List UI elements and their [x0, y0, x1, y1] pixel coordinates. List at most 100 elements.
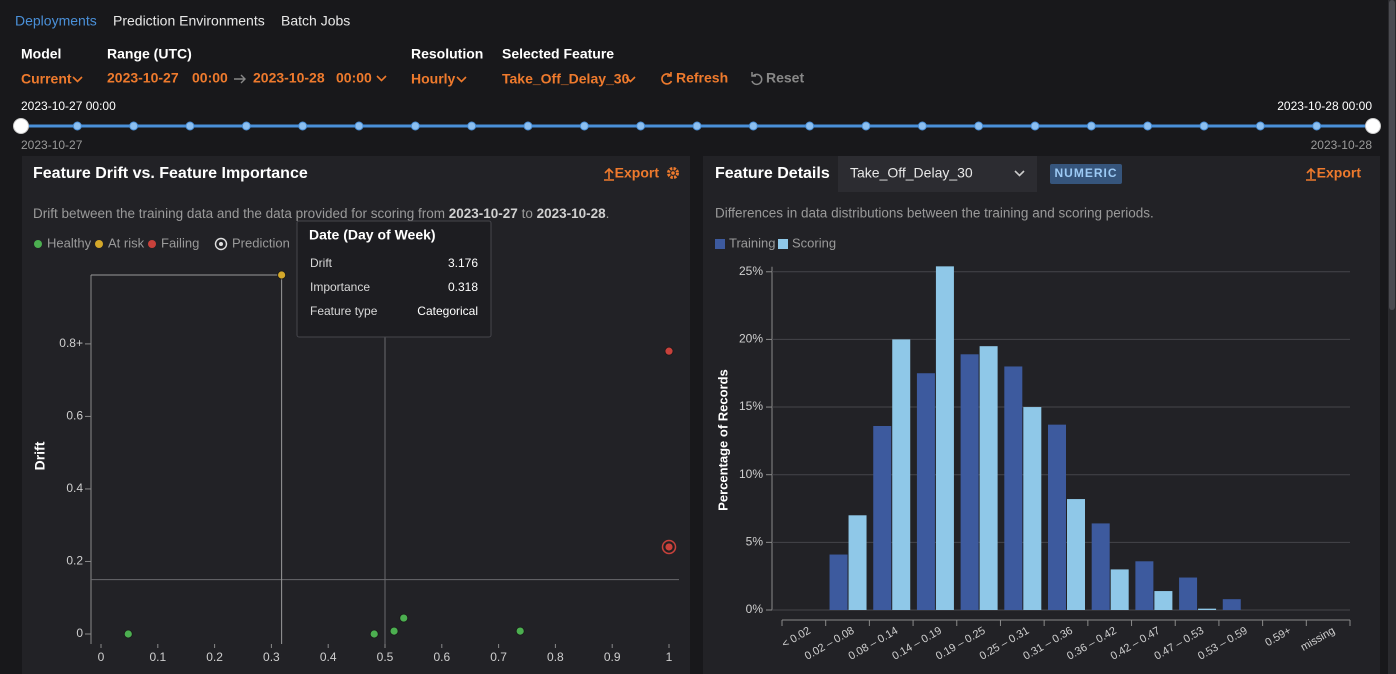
legend-swatch: [715, 239, 725, 249]
bar: [1198, 608, 1217, 610]
legend-marker-core: [219, 242, 223, 246]
timeline-slider[interactable]: [13, 118, 1381, 134]
tooltip-label: Importance: [310, 280, 370, 294]
chevron: [1014, 170, 1025, 177]
bar: [1067, 499, 1085, 610]
tab[interactable]: Batch Jobs: [281, 13, 350, 29]
range-end-date[interactable]: 2023-10-28: [253, 70, 325, 86]
slider-step: [467, 121, 477, 131]
legend-label: Training: [729, 235, 775, 250]
export-button[interactable]: Export: [615, 165, 660, 181]
tab[interactable]: Deployments: [15, 13, 97, 29]
badge-text: NUMERIC: [1055, 166, 1118, 180]
reset-button[interactable]: Reset: [766, 70, 804, 86]
point: [369, 629, 379, 639]
range-start-date[interactable]: 2023-10-27: [107, 70, 179, 86]
prediction-ring: [661, 539, 677, 555]
refresh-button[interactable]: Refresh: [676, 70, 728, 86]
bar: [1222, 599, 1241, 610]
point: [664, 346, 674, 356]
x-tick-label: 0.4: [320, 650, 337, 664]
y-axis-label: Drift: [32, 441, 48, 470]
bar: [1091, 523, 1110, 610]
bar: [829, 554, 848, 610]
timeline-start-date: 2023-10-27: [21, 138, 83, 152]
scrollbar[interactable]: [1388, 0, 1396, 674]
tab[interactable]: Prediction Environments: [113, 13, 265, 29]
tooltip-value: 3.176: [448, 256, 478, 270]
resolution-select[interactable]: Hourly: [411, 71, 456, 87]
y-tick-label: 10%: [739, 467, 763, 481]
slider-step: [354, 121, 364, 131]
panel-title: Feature Details: [715, 165, 830, 182]
y-tick-label: 25%: [739, 264, 763, 278]
slider-step: [410, 121, 420, 131]
x-tick-label: 0.6: [433, 650, 450, 664]
bar: [979, 346, 998, 610]
tooltip-label: Feature type: [310, 304, 378, 318]
slider-step: [72, 121, 82, 131]
x-tick-label: 0: [98, 650, 105, 664]
slider-step: [241, 121, 251, 131]
slider-step: [523, 121, 533, 131]
text: .: [606, 206, 610, 221]
export-button[interactable]: Export: [1317, 165, 1362, 181]
bar: [1048, 424, 1066, 610]
y-tick-label: 20%: [739, 332, 763, 346]
text: to: [518, 206, 537, 221]
point: [123, 629, 133, 639]
slider-step: [1199, 121, 1209, 131]
bar: [1135, 561, 1154, 610]
x-tick-label: 0.2: [206, 650, 223, 664]
legend-label: Scoring: [792, 235, 836, 250]
export-icon: [604, 167, 614, 181]
gear: [667, 167, 679, 179]
feature-dropdown[interactable]: [838, 156, 1037, 192]
chevron: [376, 75, 387, 82]
scatter-plot: 0 0.2 0.4 0.6 0.8+ 0 0.1 0.2 0.3 0.4 0.5 0.6 0.7 0.8 0…: [34, 235, 679, 664]
model-select[interactable]: Current: [21, 71, 72, 87]
feature-select[interactable]: Take_Off_Delay_30: [502, 71, 630, 87]
bar: [916, 373, 935, 610]
settings-icon[interactable]: [667, 167, 679, 179]
legend-marker: [95, 240, 103, 248]
x-tick-label: 0.3: [263, 650, 280, 664]
point: [515, 626, 525, 636]
bar: [935, 266, 954, 610]
y-axis-label: Percentage of Records: [715, 369, 730, 511]
panel-title: Feature Drift vs. Feature Importance: [33, 165, 308, 182]
bar: [1110, 569, 1129, 610]
bar: [848, 515, 867, 610]
bar: [873, 426, 892, 610]
range-end-time[interactable]: 00:00: [336, 70, 372, 86]
slider-step: [129, 121, 139, 131]
x-tick-label: 0.1: [149, 650, 166, 664]
slider-step: [917, 121, 927, 131]
range-start-time[interactable]: 00:00: [192, 70, 228, 86]
legend-label: Healthy: [47, 235, 92, 250]
x-tick-label: 0.7: [490, 650, 507, 664]
panel-description: Drift between the training data and the …: [33, 206, 609, 221]
x-tick-label: 0.5: [377, 650, 394, 664]
legend-swatch: [778, 239, 788, 249]
x-tick-label: 1: [666, 650, 673, 664]
legend-marker: [34, 240, 42, 248]
slider-step: [1030, 121, 1040, 131]
scrollbar-thumb[interactable]: [1389, 0, 1395, 310]
y-tick-label: 0%: [746, 602, 764, 616]
filter-label: Resolution: [411, 46, 483, 62]
y-tick-label: 0.6: [66, 409, 83, 423]
point: [389, 626, 399, 636]
slider-step: [1143, 121, 1153, 131]
timeline-start: 2023-10-27 00:00: [21, 99, 116, 113]
text: Drift between the training data and the …: [33, 206, 449, 221]
filter-label: Selected Feature: [502, 46, 614, 62]
legend-label: Failing: [161, 235, 199, 250]
chevron: [625, 76, 636, 83]
bar: [1004, 366, 1023, 610]
slider-step: [1312, 121, 1322, 131]
panel-description: Differences in data distributions betwee…: [715, 206, 1154, 221]
date: 2023-10-27: [449, 206, 518, 221]
slider-step: [692, 121, 702, 131]
bar: [892, 339, 911, 610]
